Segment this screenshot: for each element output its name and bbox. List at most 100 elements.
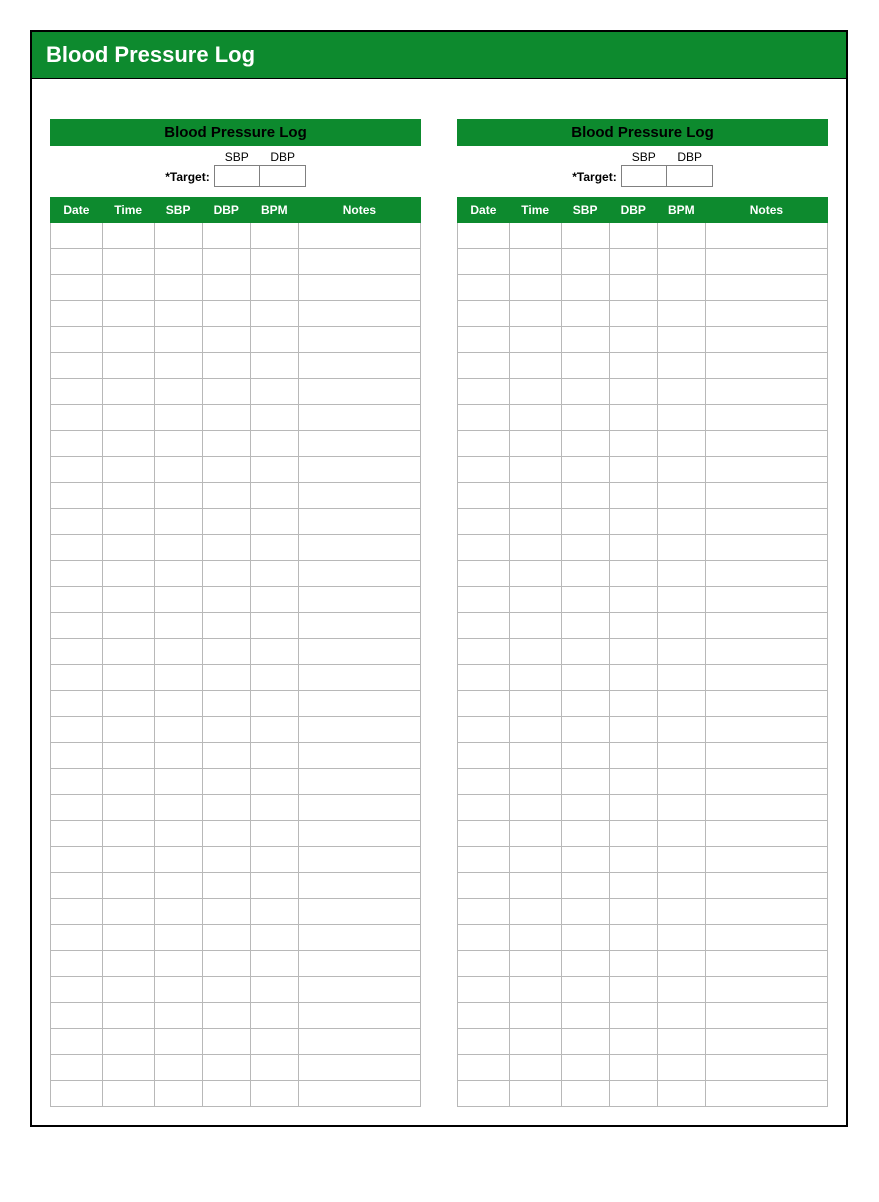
table-cell[interactable] (657, 639, 705, 665)
table-cell[interactable] (458, 327, 510, 353)
table-cell[interactable] (250, 977, 298, 1003)
table-cell[interactable] (609, 743, 657, 769)
table-cell[interactable] (51, 665, 103, 691)
table-cell[interactable] (561, 561, 609, 587)
table-cell[interactable] (154, 457, 202, 483)
table-cell[interactable] (458, 899, 510, 925)
table-cell[interactable] (657, 665, 705, 691)
table-cell[interactable] (705, 379, 827, 405)
table-cell[interactable] (298, 1081, 420, 1107)
table-cell[interactable] (561, 743, 609, 769)
table-cell[interactable] (102, 379, 154, 405)
table-cell[interactable] (154, 795, 202, 821)
table-cell[interactable] (154, 1003, 202, 1029)
table-cell[interactable] (657, 535, 705, 561)
table-cell[interactable] (705, 223, 827, 249)
table-cell[interactable] (154, 275, 202, 301)
table-cell[interactable] (250, 847, 298, 873)
table-cell[interactable] (509, 353, 561, 379)
table-cell[interactable] (202, 379, 250, 405)
table-cell[interactable] (657, 743, 705, 769)
table-cell[interactable] (561, 795, 609, 821)
table-cell[interactable] (657, 951, 705, 977)
table-cell[interactable] (154, 405, 202, 431)
table-cell[interactable] (102, 1081, 154, 1107)
table-cell[interactable] (250, 379, 298, 405)
table-cell[interactable] (250, 301, 298, 327)
table-cell[interactable] (250, 327, 298, 353)
table-cell[interactable] (154, 769, 202, 795)
target-dbp-input[interactable] (260, 165, 306, 187)
table-cell[interactable] (202, 431, 250, 457)
table-cell[interactable] (51, 951, 103, 977)
table-cell[interactable] (657, 1003, 705, 1029)
table-cell[interactable] (102, 509, 154, 535)
table-cell[interactable] (102, 691, 154, 717)
table-cell[interactable] (250, 535, 298, 561)
table-cell[interactable] (458, 665, 510, 691)
table-cell[interactable] (298, 249, 420, 275)
table-cell[interactable] (561, 613, 609, 639)
table-cell[interactable] (154, 925, 202, 951)
table-cell[interactable] (202, 691, 250, 717)
table-cell[interactable] (561, 431, 609, 457)
table-cell[interactable] (509, 327, 561, 353)
table-cell[interactable] (509, 457, 561, 483)
table-cell[interactable] (705, 483, 827, 509)
table-cell[interactable] (705, 873, 827, 899)
table-cell[interactable] (561, 691, 609, 717)
table-cell[interactable] (509, 587, 561, 613)
table-cell[interactable] (705, 327, 827, 353)
table-cell[interactable] (102, 223, 154, 249)
table-cell[interactable] (609, 1081, 657, 1107)
table-cell[interactable] (509, 1003, 561, 1029)
table-cell[interactable] (657, 405, 705, 431)
table-cell[interactable] (705, 1081, 827, 1107)
table-cell[interactable] (298, 977, 420, 1003)
table-cell[interactable] (561, 223, 609, 249)
table-cell[interactable] (202, 1029, 250, 1055)
table-cell[interactable] (102, 925, 154, 951)
table-cell[interactable] (250, 561, 298, 587)
table-cell[interactable] (298, 821, 420, 847)
table-cell[interactable] (250, 1081, 298, 1107)
table-cell[interactable] (250, 353, 298, 379)
table-cell[interactable] (609, 769, 657, 795)
table-cell[interactable] (705, 1055, 827, 1081)
table-cell[interactable] (298, 873, 420, 899)
table-cell[interactable] (154, 743, 202, 769)
table-cell[interactable] (458, 821, 510, 847)
table-cell[interactable] (458, 873, 510, 899)
table-cell[interactable] (458, 639, 510, 665)
table-cell[interactable] (154, 509, 202, 535)
table-cell[interactable] (509, 405, 561, 431)
table-cell[interactable] (657, 1081, 705, 1107)
table-cell[interactable] (657, 873, 705, 899)
table-cell[interactable] (509, 483, 561, 509)
table-cell[interactable] (609, 431, 657, 457)
table-cell[interactable] (657, 223, 705, 249)
table-cell[interactable] (154, 1055, 202, 1081)
table-cell[interactable] (705, 405, 827, 431)
table-cell[interactable] (51, 691, 103, 717)
table-cell[interactable] (657, 821, 705, 847)
table-cell[interactable] (51, 795, 103, 821)
table-cell[interactable] (458, 275, 510, 301)
table-cell[interactable] (705, 561, 827, 587)
table-cell[interactable] (102, 795, 154, 821)
table-cell[interactable] (154, 483, 202, 509)
table-cell[interactable] (51, 223, 103, 249)
table-cell[interactable] (202, 899, 250, 925)
table-cell[interactable] (250, 249, 298, 275)
table-cell[interactable] (51, 301, 103, 327)
table-cell[interactable] (250, 821, 298, 847)
table-cell[interactable] (154, 1029, 202, 1055)
table-cell[interactable] (561, 535, 609, 561)
table-cell[interactable] (561, 977, 609, 1003)
table-cell[interactable] (609, 561, 657, 587)
table-cell[interactable] (609, 691, 657, 717)
table-cell[interactable] (458, 613, 510, 639)
table-cell[interactable] (154, 873, 202, 899)
table-cell[interactable] (509, 951, 561, 977)
table-cell[interactable] (509, 873, 561, 899)
